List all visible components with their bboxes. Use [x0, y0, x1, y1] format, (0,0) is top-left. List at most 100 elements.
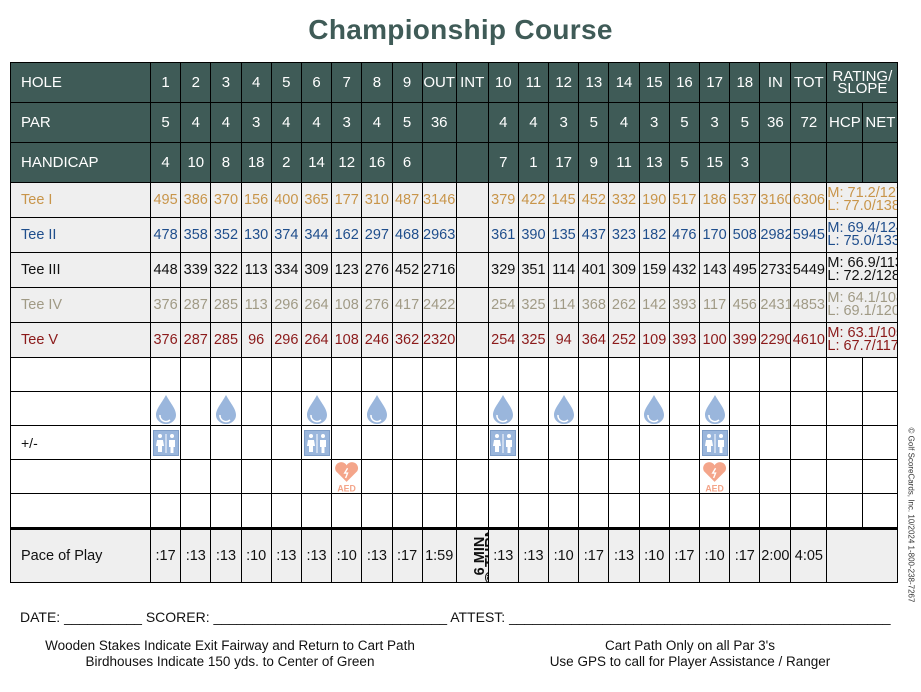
score-cell[interactable] [668, 391, 701, 426]
score-cell[interactable] [149, 493, 182, 529]
score-cell[interactable] [608, 493, 640, 529]
score-cell[interactable] [608, 357, 640, 392]
score-cell[interactable] [180, 425, 212, 460]
score-cell[interactable] [300, 459, 333, 494]
score-cell[interactable] [361, 459, 393, 494]
score-cell[interactable] [638, 391, 670, 426]
score-cell[interactable] [421, 459, 457, 494]
score-cell[interactable] [698, 391, 731, 426]
score-cell[interactable] [548, 391, 580, 426]
score-cell[interactable] [210, 493, 242, 529]
net-entry-cell[interactable] [862, 357, 899, 392]
score-cell[interactable] [517, 357, 550, 392]
score-cell[interactable] [668, 493, 701, 529]
score-cell[interactable] [421, 425, 457, 460]
score-cell[interactable] [638, 459, 670, 494]
hcp-entry-cell[interactable] [826, 459, 864, 494]
score-cell[interactable] [759, 391, 792, 426]
score-cell[interactable] [270, 357, 302, 392]
score-cell[interactable] [149, 425, 182, 460]
score-cell[interactable] [270, 425, 302, 460]
score-cell[interactable] [300, 357, 333, 392]
score-cell[interactable] [548, 459, 580, 494]
score-cell[interactable] [149, 391, 182, 426]
score-cell[interactable] [668, 425, 701, 460]
score-cell[interactable] [759, 459, 792, 494]
score-cell[interactable] [240, 357, 272, 392]
score-cell[interactable] [729, 391, 761, 426]
score-cell[interactable] [455, 391, 489, 426]
score-cell[interactable] [578, 425, 610, 460]
score-cell[interactable] [548, 493, 580, 529]
score-cell[interactable] [391, 459, 423, 494]
score-cell[interactable] [790, 357, 828, 392]
score-cell[interactable] [300, 425, 333, 460]
score-cell[interactable] [240, 459, 272, 494]
net-entry-cell[interactable] [862, 459, 899, 494]
score-cell[interactable] [759, 425, 792, 460]
score-cell[interactable] [729, 493, 761, 529]
score-cell[interactable]: AED [698, 459, 731, 494]
score-cell[interactable] [759, 493, 792, 529]
score-cell[interactable] [210, 357, 242, 392]
score-cell[interactable] [361, 357, 393, 392]
score-cell[interactable] [517, 391, 550, 426]
score-cell[interactable] [638, 493, 670, 529]
score-cell[interactable] [180, 459, 212, 494]
score-cell[interactable] [421, 493, 457, 529]
net-entry-cell[interactable] [862, 391, 899, 426]
score-cell[interactable] [548, 357, 580, 392]
hcp-entry-cell[interactable] [826, 357, 864, 392]
score-cell[interactable] [578, 493, 610, 529]
score-cell[interactable] [608, 459, 640, 494]
score-cell[interactable] [240, 391, 272, 426]
score-cell[interactable] [608, 425, 640, 460]
score-cell[interactable] [487, 357, 519, 392]
score-cell[interactable] [487, 459, 519, 494]
score-cell[interactable] [638, 425, 670, 460]
score-cell[interactable] [361, 493, 393, 529]
score-cell[interactable] [487, 391, 519, 426]
score-cell[interactable] [517, 493, 550, 529]
score-cell[interactable] [391, 425, 423, 460]
score-cell[interactable] [331, 391, 363, 426]
net-entry-cell[interactable] [862, 493, 899, 529]
score-cell[interactable] [578, 459, 610, 494]
score-cell[interactable] [608, 391, 640, 426]
score-cell[interactable] [421, 391, 457, 426]
score-cell[interactable] [331, 425, 363, 460]
score-cell[interactable] [578, 357, 610, 392]
score-cell[interactable] [391, 493, 423, 529]
score-cell[interactable] [180, 493, 212, 529]
score-cell[interactable] [180, 391, 212, 426]
score-cell[interactable] [391, 357, 423, 392]
score-cell[interactable] [790, 391, 828, 426]
score-cell[interactable] [270, 493, 302, 529]
score-cell[interactable] [668, 459, 701, 494]
score-cell[interactable] [391, 391, 423, 426]
score-cell[interactable] [517, 459, 550, 494]
score-cell[interactable] [698, 493, 731, 529]
score-cell[interactable] [331, 493, 363, 529]
score-cell[interactable] [759, 357, 792, 392]
score-cell[interactable] [455, 425, 489, 460]
score-cell[interactable] [300, 493, 333, 529]
score-cell[interactable] [421, 357, 457, 392]
score-cell[interactable] [517, 425, 550, 460]
score-cell[interactable] [270, 391, 302, 426]
score-cell[interactable] [240, 493, 272, 529]
score-cell[interactable] [149, 459, 182, 494]
score-cell[interactable] [455, 493, 489, 529]
score-cell[interactable] [578, 391, 610, 426]
score-cell[interactable] [487, 425, 519, 460]
score-cell[interactable] [240, 425, 272, 460]
score-cell[interactable] [210, 425, 242, 460]
score-cell[interactable] [210, 391, 242, 426]
score-cell[interactable] [729, 357, 761, 392]
score-cell[interactable] [300, 391, 333, 426]
hcp-entry-cell[interactable] [826, 391, 864, 426]
score-cell[interactable] [487, 493, 519, 529]
score-cell[interactable] [729, 425, 761, 460]
score-cell[interactable] [548, 425, 580, 460]
score-cell[interactable] [790, 493, 828, 529]
